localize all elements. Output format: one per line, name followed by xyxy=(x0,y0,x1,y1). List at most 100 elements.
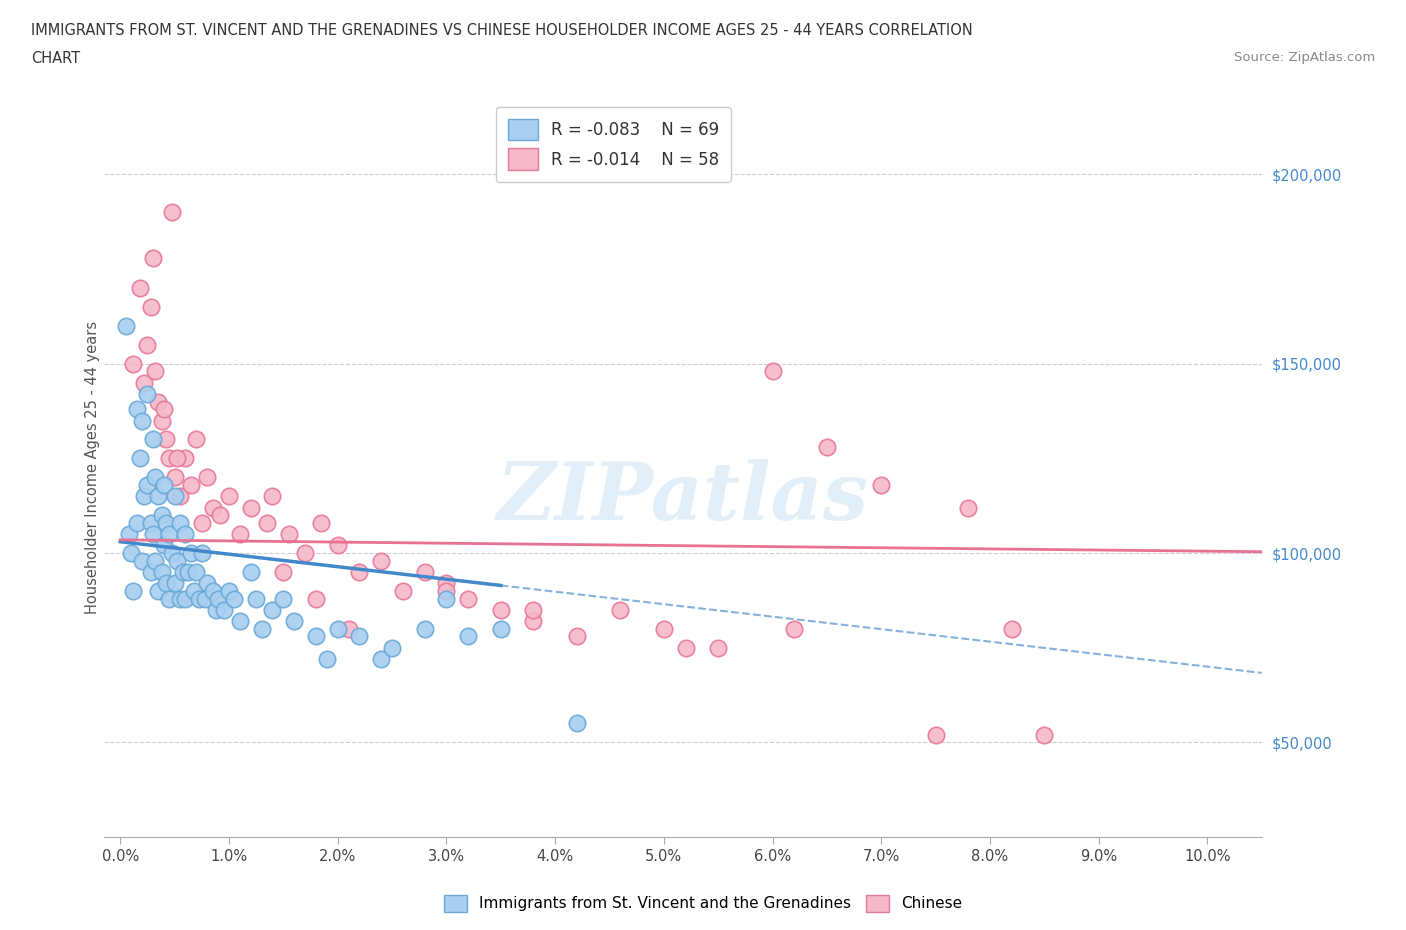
Point xyxy=(522,614,544,629)
Point xyxy=(150,508,173,523)
Point xyxy=(186,432,208,447)
Point xyxy=(224,591,246,606)
Point xyxy=(229,614,252,629)
Point xyxy=(131,553,153,568)
Point xyxy=(155,576,177,591)
Point xyxy=(457,629,479,644)
Point xyxy=(128,451,150,466)
Point xyxy=(761,364,783,379)
Point xyxy=(163,489,186,504)
Point xyxy=(311,515,333,530)
Point xyxy=(326,538,349,553)
Y-axis label: Householder Income Ages 25 - 44 years: Householder Income Ages 25 - 44 years xyxy=(86,321,100,615)
Point xyxy=(155,432,177,447)
Point xyxy=(148,583,170,598)
Point xyxy=(174,591,197,606)
Point xyxy=(277,526,299,541)
Point xyxy=(957,500,980,515)
Point xyxy=(134,375,156,390)
Point xyxy=(139,515,162,530)
Point xyxy=(157,591,180,606)
Point xyxy=(205,603,228,618)
Point xyxy=(162,205,184,219)
Point xyxy=(136,477,159,492)
Point xyxy=(174,526,197,541)
Point xyxy=(783,621,806,636)
Point xyxy=(239,500,262,515)
Point xyxy=(349,629,371,644)
Point xyxy=(326,621,349,636)
Point xyxy=(924,727,946,742)
Point xyxy=(218,583,240,598)
Point xyxy=(155,515,177,530)
Point xyxy=(245,591,267,606)
Point xyxy=(349,565,371,579)
Point xyxy=(815,440,838,455)
Point xyxy=(675,640,697,655)
Point xyxy=(191,515,214,530)
Point xyxy=(169,591,191,606)
Point xyxy=(148,394,170,409)
Point xyxy=(136,387,159,402)
Point xyxy=(118,526,141,541)
Point xyxy=(212,603,235,618)
Point xyxy=(565,629,588,644)
Point xyxy=(489,603,512,618)
Point xyxy=(157,526,180,541)
Point xyxy=(209,508,232,523)
Point xyxy=(174,451,197,466)
Point xyxy=(305,629,328,644)
Text: Source: ZipAtlas.com: Source: ZipAtlas.com xyxy=(1234,51,1375,64)
Point xyxy=(150,565,173,579)
Point xyxy=(652,621,675,636)
Point xyxy=(142,432,165,447)
Point xyxy=(305,591,328,606)
Point xyxy=(229,526,252,541)
Point xyxy=(125,515,148,530)
Point xyxy=(122,583,145,598)
Point xyxy=(434,583,457,598)
Point xyxy=(163,576,186,591)
Point xyxy=(163,470,186,485)
Point xyxy=(201,500,224,515)
Point xyxy=(139,299,162,314)
Point xyxy=(489,621,512,636)
Text: CHART: CHART xyxy=(31,51,80,66)
Point xyxy=(370,652,392,667)
Point xyxy=(413,621,436,636)
Point xyxy=(315,652,337,667)
Point xyxy=(120,546,142,561)
Point xyxy=(707,640,730,655)
Point xyxy=(143,470,166,485)
Point xyxy=(150,413,173,428)
Point xyxy=(139,565,162,579)
Point xyxy=(522,603,544,618)
Point xyxy=(128,281,150,296)
Point xyxy=(194,591,217,606)
Point xyxy=(271,591,294,606)
Point xyxy=(162,546,184,561)
Point xyxy=(166,451,188,466)
Point xyxy=(457,591,479,606)
Point xyxy=(187,591,209,606)
Point xyxy=(195,470,218,485)
Point xyxy=(381,640,404,655)
Point xyxy=(337,621,360,636)
Point xyxy=(114,318,136,333)
Point xyxy=(136,338,159,352)
Point xyxy=(142,250,165,265)
Point xyxy=(125,402,148,417)
Point xyxy=(143,364,166,379)
Point xyxy=(142,526,165,541)
Point xyxy=(186,565,208,579)
Point xyxy=(271,565,294,579)
Point xyxy=(134,489,156,504)
Point xyxy=(172,565,194,579)
Point xyxy=(207,591,229,606)
Point xyxy=(413,565,436,579)
Point xyxy=(166,553,188,568)
Point xyxy=(262,489,284,504)
Point xyxy=(262,603,284,618)
Point xyxy=(201,583,224,598)
Point xyxy=(434,591,457,606)
